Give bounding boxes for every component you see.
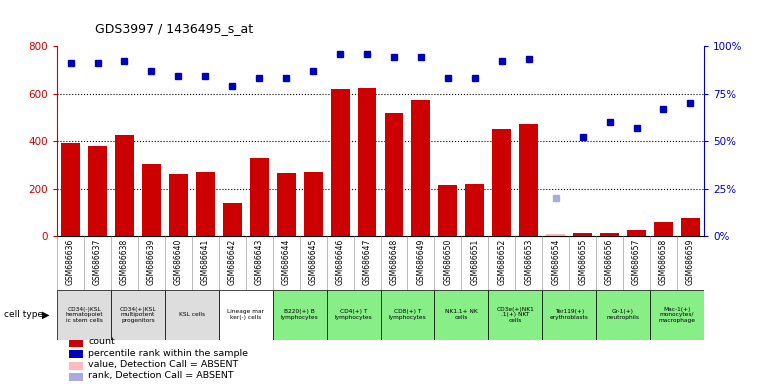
Bar — [88, 146, 107, 236]
Bar — [654, 222, 673, 236]
Bar — [384, 113, 403, 236]
Text: GSM686642: GSM686642 — [228, 239, 237, 285]
Bar — [627, 230, 646, 236]
Bar — [115, 135, 134, 236]
Text: GSM686652: GSM686652 — [497, 239, 506, 285]
Text: GSM686650: GSM686650 — [444, 239, 452, 285]
Bar — [223, 203, 242, 236]
Text: GSM686648: GSM686648 — [390, 239, 399, 285]
Text: NK1.1+ NK
cells: NK1.1+ NK cells — [445, 310, 478, 320]
Text: CD4(+) T
lymphocytes: CD4(+) T lymphocytes — [335, 310, 372, 320]
Bar — [68, 373, 83, 381]
Bar — [277, 173, 295, 236]
Text: GSM686639: GSM686639 — [147, 239, 156, 285]
Text: GSM686637: GSM686637 — [93, 239, 102, 285]
Text: CD34(+)KSL
multipotent
progenitors: CD34(+)KSL multipotent progenitors — [119, 306, 156, 323]
Bar — [489, 290, 542, 340]
Bar — [543, 290, 596, 340]
Text: GSM686644: GSM686644 — [282, 239, 291, 285]
Text: ▶: ▶ — [42, 310, 49, 320]
Text: GSM686647: GSM686647 — [362, 239, 371, 285]
Text: GSM686657: GSM686657 — [632, 239, 641, 285]
Bar — [330, 89, 349, 236]
Bar — [492, 129, 511, 236]
Bar — [438, 185, 457, 236]
Bar — [681, 218, 700, 236]
Text: GSM686640: GSM686640 — [174, 239, 183, 285]
Bar — [165, 290, 219, 340]
Text: GSM686656: GSM686656 — [605, 239, 614, 285]
Bar — [142, 164, 161, 236]
Text: GSM686655: GSM686655 — [578, 239, 587, 285]
Bar — [435, 290, 489, 340]
Bar — [358, 88, 377, 236]
Text: GSM686654: GSM686654 — [551, 239, 560, 285]
Bar — [519, 124, 538, 236]
Bar — [304, 172, 323, 236]
Bar — [169, 174, 188, 236]
Text: GSM686641: GSM686641 — [201, 239, 210, 285]
Text: CD3e(+)NK1
.1(+) NKT
cells: CD3e(+)NK1 .1(+) NKT cells — [496, 306, 534, 323]
Text: Lineage mar
ker(-) cells: Lineage mar ker(-) cells — [228, 310, 264, 320]
Bar — [650, 290, 704, 340]
Bar — [68, 362, 83, 370]
Bar — [412, 99, 431, 236]
Text: Ter119(+)
erythroblasts: Ter119(+) erythroblasts — [549, 310, 588, 320]
Bar — [68, 351, 83, 358]
Text: GSM686651: GSM686651 — [470, 239, 479, 285]
Bar — [57, 290, 111, 340]
Bar — [219, 290, 272, 340]
Text: CD34(-)KSL
hematopoiet
ic stem cells: CD34(-)KSL hematopoiet ic stem cells — [65, 306, 103, 323]
Text: B220(+) B
lymphocytes: B220(+) B lymphocytes — [281, 310, 319, 320]
Bar — [326, 290, 380, 340]
Bar — [196, 172, 215, 236]
Text: percentile rank within the sample: percentile rank within the sample — [88, 349, 248, 358]
Text: GSM686645: GSM686645 — [309, 239, 317, 285]
Text: GSM686638: GSM686638 — [120, 239, 129, 285]
Bar — [600, 233, 619, 236]
Text: value, Detection Call = ABSENT: value, Detection Call = ABSENT — [88, 360, 238, 369]
Bar — [466, 184, 484, 236]
Text: Gr-1(+)
neutrophils: Gr-1(+) neutrophils — [607, 310, 639, 320]
Bar — [546, 234, 565, 236]
Text: GSM686649: GSM686649 — [416, 239, 425, 285]
Bar — [68, 339, 83, 347]
Text: cell type: cell type — [4, 310, 43, 319]
Text: CD8(+) T
lymphocytes: CD8(+) T lymphocytes — [389, 310, 426, 320]
Bar — [272, 290, 326, 340]
Bar — [596, 290, 650, 340]
Text: GSM686658: GSM686658 — [659, 239, 668, 285]
Text: rank, Detection Call = ABSENT: rank, Detection Call = ABSENT — [88, 371, 234, 381]
Text: GSM686643: GSM686643 — [255, 239, 264, 285]
Bar — [380, 290, 435, 340]
Text: GSM686653: GSM686653 — [524, 239, 533, 285]
Text: GSM686636: GSM686636 — [66, 239, 75, 285]
Text: Mac-1(+)
monocytes/
macrophage: Mac-1(+) monocytes/ macrophage — [658, 306, 696, 323]
Text: GDS3997 / 1436495_s_at: GDS3997 / 1436495_s_at — [95, 22, 253, 35]
Bar — [250, 158, 269, 236]
Text: count: count — [88, 337, 115, 346]
Text: GSM686659: GSM686659 — [686, 239, 695, 285]
Text: GSM686646: GSM686646 — [336, 239, 345, 285]
Bar — [61, 144, 80, 236]
Bar — [111, 290, 165, 340]
Text: KSL cells: KSL cells — [179, 312, 205, 318]
Bar — [573, 233, 592, 236]
